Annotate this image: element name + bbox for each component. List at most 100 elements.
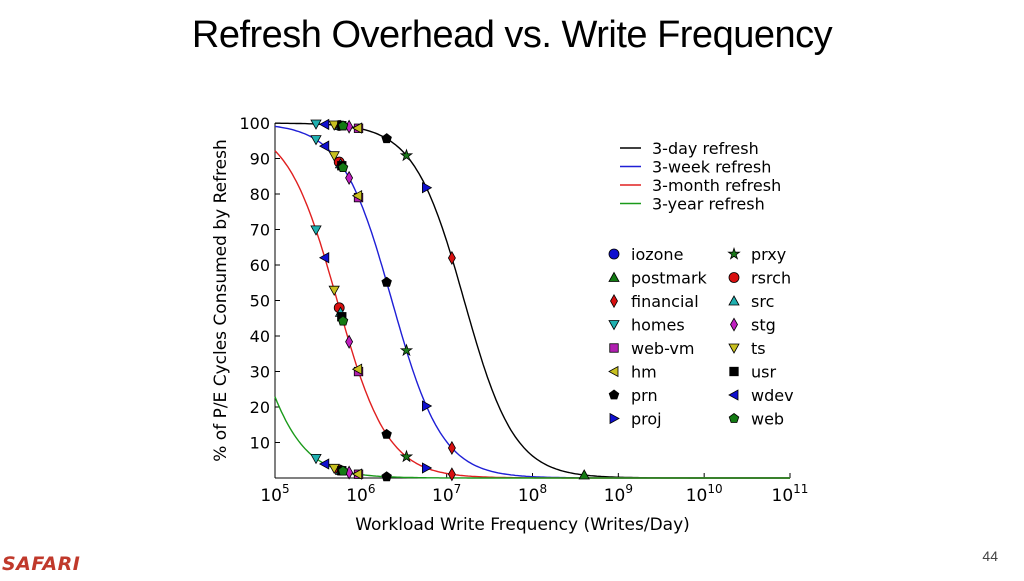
- y-tick-label: 30: [250, 363, 270, 382]
- x-tick-exponent: 8: [540, 482, 548, 496]
- x-tick-exponent: 11: [793, 482, 808, 496]
- legend-marker-wdev: [728, 389, 739, 401]
- marker-homes-3: [310, 453, 322, 465]
- marker-hm-2: [351, 363, 363, 375]
- marker-prn-2: [381, 428, 392, 439]
- legend-workload-label: stg: [751, 316, 776, 335]
- marker-web-3: [337, 465, 349, 476]
- legend-workload-label: prxy: [751, 245, 786, 264]
- marker-prxy-1: [399, 343, 414, 357]
- x-tick-base: 10: [432, 486, 454, 506]
- marker-prxy-0: [399, 148, 414, 162]
- x-tick-exponent: 9: [625, 482, 633, 496]
- legend-workload-label: proj: [631, 410, 662, 429]
- y-tick-label: 10: [250, 434, 270, 453]
- marker-financial-2: [447, 467, 456, 482]
- series-line-3: [274, 396, 790, 479]
- legend-workload-label: web-vm: [631, 339, 694, 358]
- marker-proj-2: [421, 462, 433, 474]
- marker-homes-0: [310, 119, 322, 130]
- legend-marker-stg: [730, 317, 738, 332]
- marker-prn-1: [381, 276, 392, 287]
- legend-workload-label: src: [751, 292, 774, 311]
- x-tick-label: 108: [518, 482, 547, 506]
- x-tick-base: 10: [260, 486, 282, 506]
- legend-workload-label: postmark: [631, 269, 708, 288]
- x-tick-label: 1010: [686, 482, 723, 506]
- marker-wdev-3: [318, 458, 330, 470]
- page-number: 44: [982, 548, 998, 564]
- marker-financial-1: [447, 440, 456, 456]
- marker-ts-1: [328, 151, 340, 162]
- x-tick-label: 106: [346, 482, 375, 506]
- marker-proj-0: [421, 182, 433, 194]
- y-tick-label: 70: [250, 221, 270, 240]
- marker-web-1: [337, 162, 349, 173]
- marker-wdev-1: [318, 140, 330, 152]
- markers-layer: [310, 118, 590, 482]
- x-tick-label: 105: [260, 482, 289, 506]
- x-tick-exponent: 5: [282, 482, 290, 496]
- legend-workload-label: rsrch: [751, 269, 791, 288]
- legend-marker-homes: [608, 320, 620, 331]
- marker-prn-3: [381, 471, 392, 482]
- legend-marker-prxy: [727, 247, 741, 260]
- legend-marker-ts: [728, 343, 740, 354]
- x-tick-label: 109: [604, 482, 633, 506]
- legend-workload-label: iozone: [631, 245, 683, 264]
- x-tick-exponent: 7: [454, 482, 462, 496]
- slide-title: Refresh Overhead vs. Write Frequency: [191, 14, 833, 56]
- legend-marker-hm: [608, 365, 619, 378]
- legend-marker-financial: [610, 293, 618, 309]
- x-tick-base: 10: [686, 486, 708, 506]
- marker-hm-0: [351, 122, 363, 134]
- legend-series-label: 3-month refresh: [652, 176, 781, 195]
- y-tick-label: 20: [250, 398, 270, 417]
- marker-web-2: [337, 315, 349, 326]
- marker-wdev-2: [318, 252, 330, 264]
- x-tick-exponent: 10: [707, 482, 722, 496]
- marker-ts-2: [328, 285, 340, 297]
- legend-marker-proj: [609, 412, 620, 425]
- marker-postmark-0: [578, 469, 590, 480]
- x-tick-label: 107: [432, 482, 461, 506]
- x-tick-base: 10: [518, 486, 540, 506]
- marker-web-0: [337, 120, 349, 131]
- marker-wdev-0: [318, 118, 330, 131]
- x-tick-exponent: 6: [368, 482, 376, 496]
- x-tick-base: 10: [604, 486, 626, 506]
- marker-ts-3: [328, 463, 340, 475]
- marker-financial-0: [447, 250, 456, 266]
- y-tick-label: 50: [250, 292, 270, 311]
- y-tick-label: 100: [239, 114, 270, 133]
- legend-workload-label: homes: [631, 316, 685, 335]
- legend-workload-label: hm: [631, 363, 657, 382]
- y-tick-label: 80: [250, 185, 270, 204]
- marker-hm-3: [351, 468, 363, 480]
- legend-marker-web-vm: [609, 343, 619, 353]
- legend-workload-label: financial: [631, 292, 699, 311]
- x-tick-label: 1011: [772, 482, 809, 506]
- y-tick-label: 90: [250, 150, 270, 169]
- marker-hm-1: [351, 190, 363, 202]
- legend-marker-prn: [608, 389, 620, 400]
- legend-marker-rsrch: [728, 272, 740, 283]
- legend-series-label: 3-year refresh: [652, 195, 765, 214]
- legend-workload-label: ts: [751, 339, 766, 358]
- marker-homes-1: [310, 135, 322, 146]
- legend-marker-web: [728, 413, 740, 423]
- marker-prxy-2: [399, 449, 414, 463]
- y-tick-label: 40: [250, 327, 270, 346]
- legend-workload-label: web: [751, 410, 784, 429]
- marker-stg-2: [345, 334, 354, 349]
- marker-proj-1: [421, 400, 433, 412]
- legend-marker-src: [728, 295, 740, 306]
- marker-homes-2: [310, 225, 322, 236]
- x-axis-label: Workload Write Frequency (Writes/Day): [355, 515, 690, 535]
- marker-stg-1: [345, 170, 354, 186]
- x-tick-base: 10: [346, 486, 368, 506]
- legend-workload-label: prn: [631, 386, 658, 405]
